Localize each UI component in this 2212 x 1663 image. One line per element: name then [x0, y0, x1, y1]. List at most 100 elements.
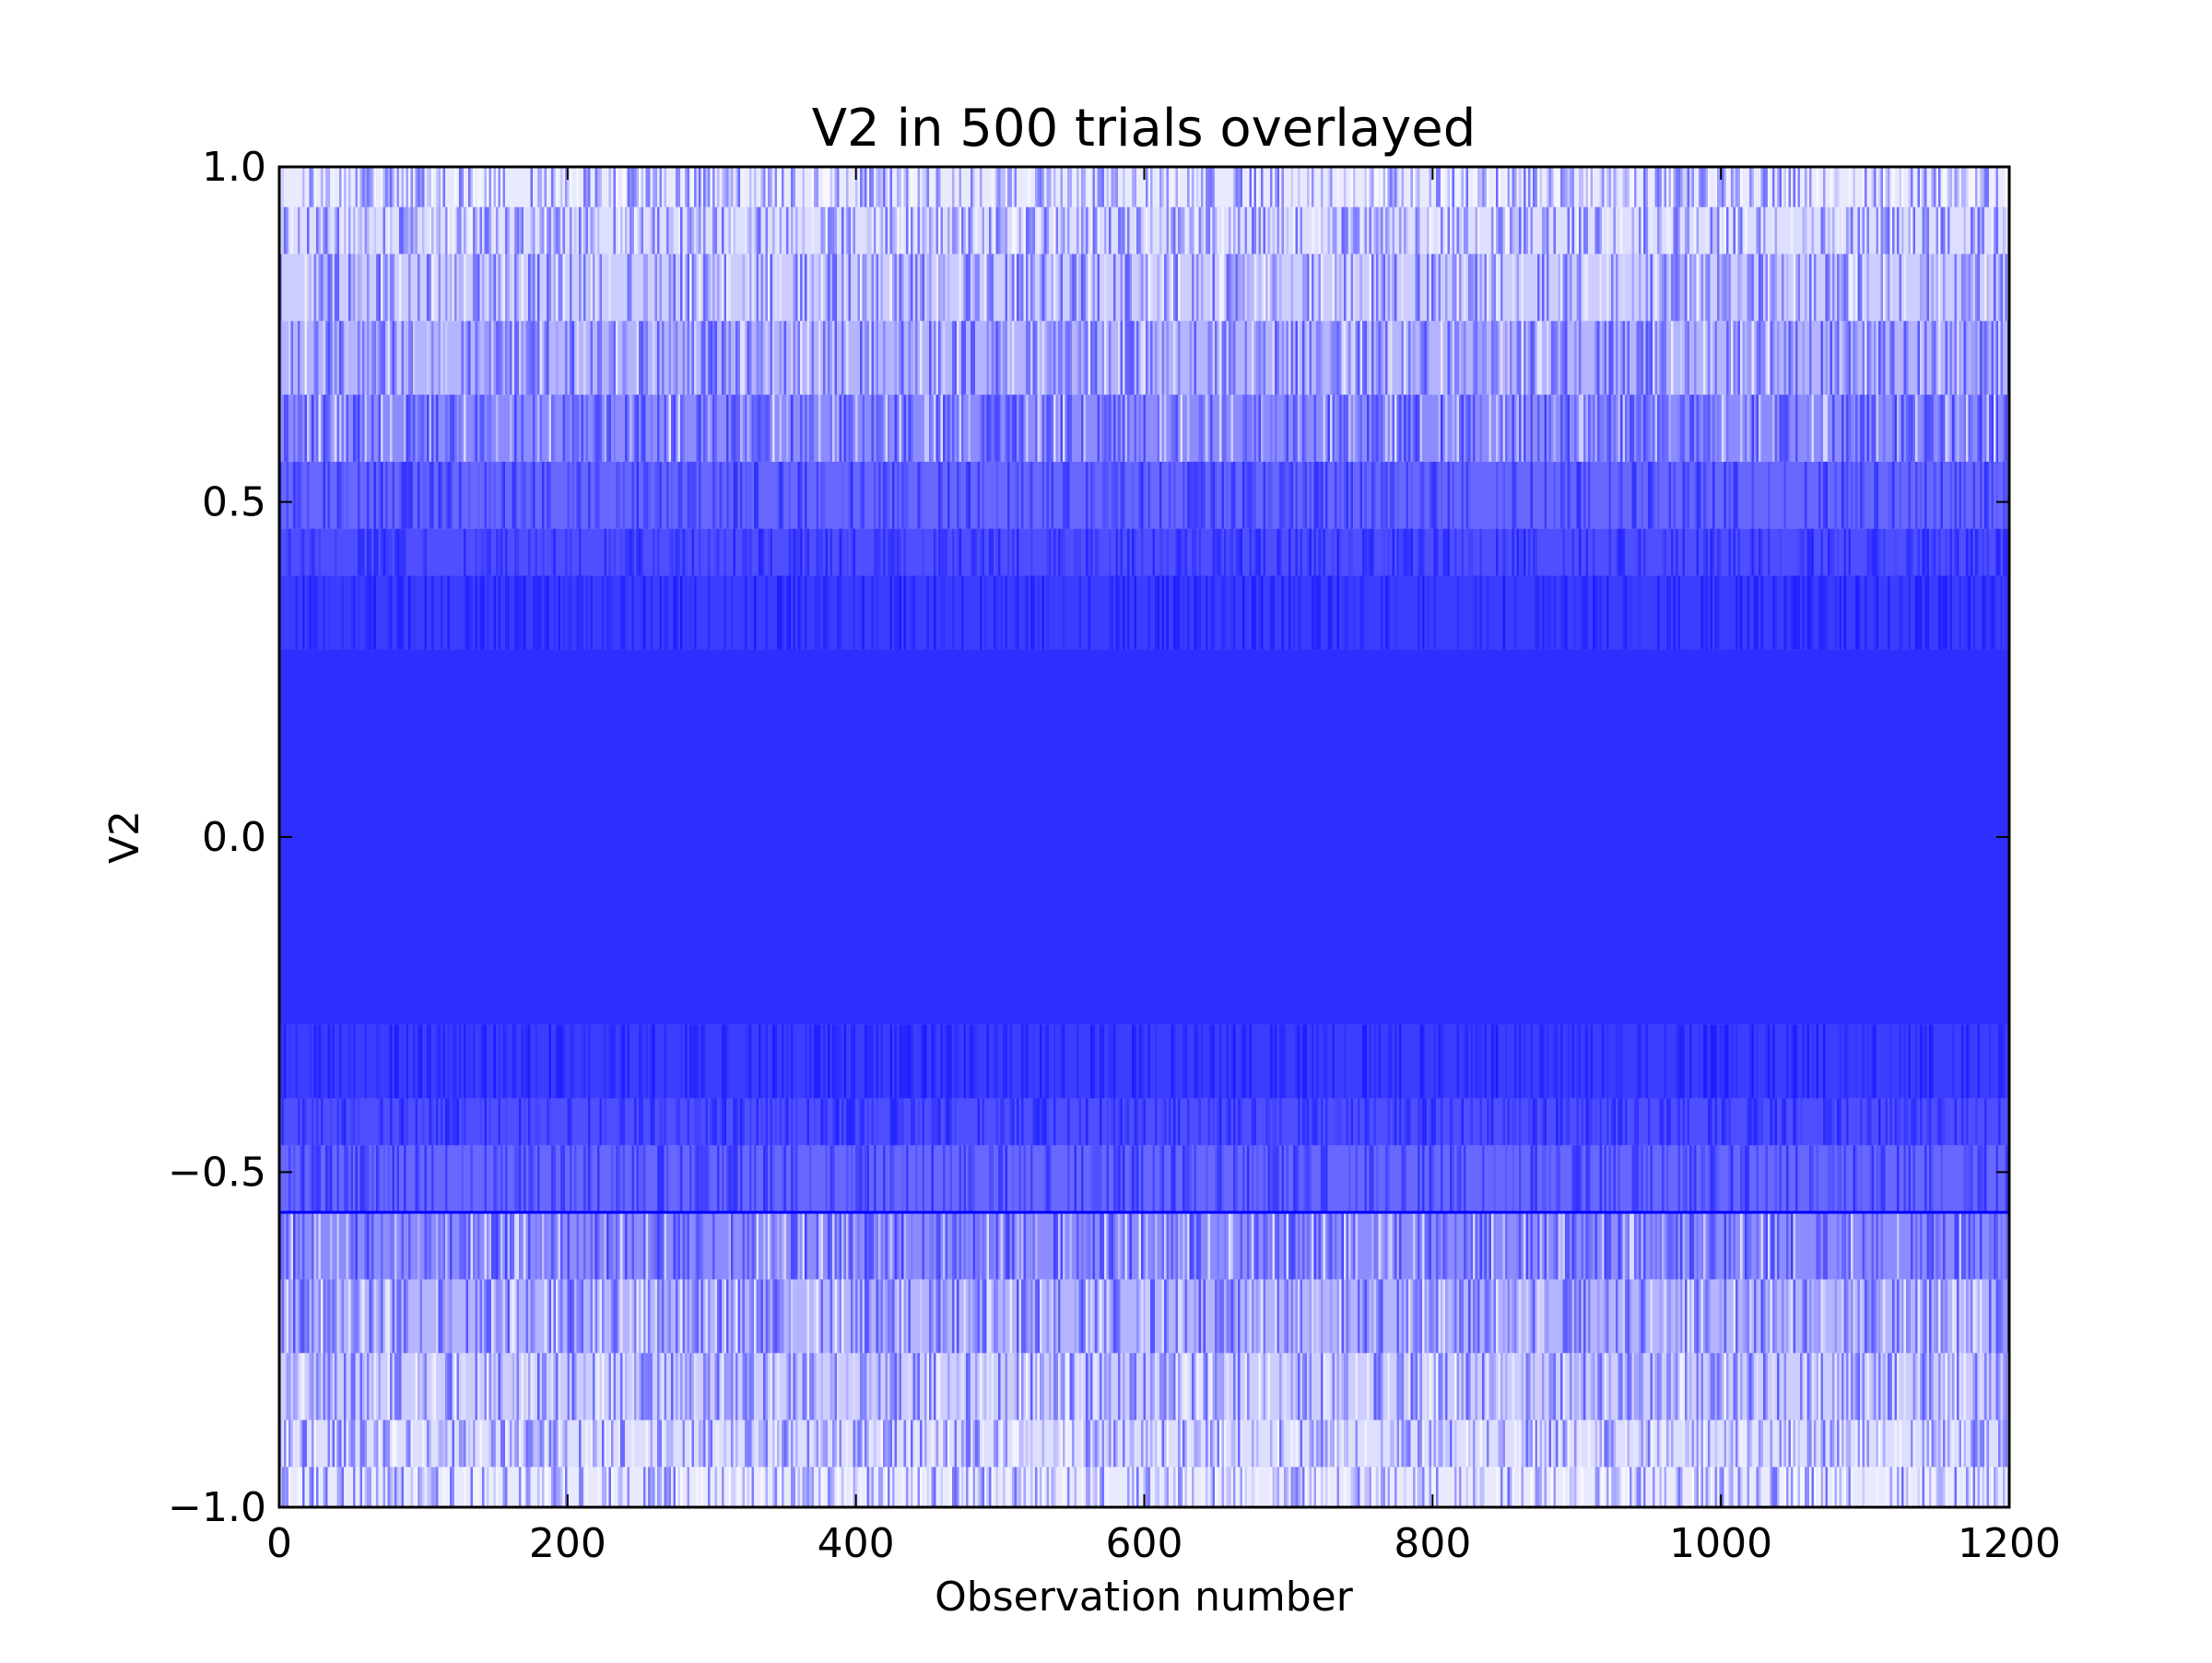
streak	[717, 1145, 720, 1213]
streak	[1699, 167, 1701, 207]
streak	[1961, 1024, 1964, 1099]
gap-streak	[629, 395, 632, 462]
gap-streak	[1000, 1212, 1003, 1280]
streak	[1912, 1145, 1915, 1213]
streak	[793, 1145, 795, 1213]
streak	[1938, 1212, 1941, 1280]
streak	[1051, 254, 1053, 322]
streak	[556, 321, 559, 395]
streak	[724, 321, 726, 395]
streak	[1583, 395, 1586, 462]
streak	[1848, 395, 1851, 462]
streak	[1643, 395, 1646, 462]
streak	[860, 1098, 863, 1146]
streak	[788, 528, 791, 576]
streak	[1431, 1279, 1434, 1353]
streak	[1427, 254, 1430, 322]
streak	[749, 206, 752, 254]
streak	[1247, 1212, 1250, 1280]
streak	[1182, 528, 1185, 576]
streak	[1931, 321, 1934, 395]
streak	[505, 1098, 508, 1146]
gap-streak	[866, 167, 869, 207]
streak	[1542, 1024, 1545, 1099]
gap-streak	[1876, 321, 1878, 395]
streak	[1627, 167, 1630, 207]
streak	[676, 1279, 678, 1353]
streak	[1994, 206, 1996, 254]
streak	[500, 1145, 503, 1213]
streak	[768, 167, 771, 207]
streak	[1152, 528, 1155, 576]
gap-streak	[1429, 206, 1431, 254]
gap-streak	[846, 321, 849, 395]
streak	[1277, 321, 1279, 395]
streak	[945, 1212, 947, 1280]
streak	[325, 206, 328, 254]
streak	[286, 1212, 288, 1280]
streak	[1590, 1098, 1593, 1146]
streak	[537, 254, 540, 322]
gap-streak	[1381, 1212, 1383, 1280]
streak	[1618, 528, 1620, 576]
streak	[862, 395, 865, 462]
streak	[1065, 461, 1067, 529]
gap-streak	[1164, 395, 1167, 462]
gap-streak	[943, 321, 946, 395]
gap-streak	[1413, 167, 1416, 207]
gap-streak	[818, 321, 821, 395]
gap-streak	[714, 1279, 717, 1353]
streak	[1966, 1098, 1969, 1146]
streak	[2000, 1024, 2003, 1099]
gap-streak	[722, 254, 724, 322]
streak	[834, 321, 837, 395]
streak	[959, 1145, 961, 1213]
streak	[307, 1279, 310, 1353]
streak	[594, 395, 597, 462]
streak	[1166, 575, 1169, 650]
streak	[1751, 254, 1754, 322]
streak	[519, 1212, 522, 1280]
streak	[1046, 206, 1049, 254]
streak	[1479, 254, 1482, 322]
streak	[1178, 321, 1181, 395]
streak	[694, 1279, 697, 1353]
streak	[1814, 254, 1817, 322]
streak	[657, 206, 660, 254]
gap-streak	[1252, 1212, 1254, 1280]
streak	[445, 1352, 448, 1421]
streak	[889, 1098, 892, 1146]
streak	[1618, 1098, 1620, 1146]
streak	[406, 395, 408, 462]
streak	[664, 395, 666, 462]
streak	[1825, 1098, 1828, 1146]
streak	[487, 206, 489, 254]
streak	[749, 167, 752, 207]
streak	[710, 1098, 712, 1146]
streak	[1238, 167, 1241, 207]
gap-streak	[1161, 254, 1164, 322]
streak	[512, 1212, 514, 1280]
streak	[516, 206, 519, 254]
gap-streak	[1312, 206, 1314, 254]
streak	[737, 167, 740, 207]
gap-streak	[533, 1352, 535, 1421]
gap-streak	[959, 395, 961, 462]
gap-streak	[1387, 321, 1390, 395]
streak	[359, 1352, 362, 1421]
streak	[1376, 321, 1379, 395]
streak	[673, 575, 676, 650]
gap-streak	[1977, 167, 1980, 207]
gap-streak	[487, 167, 489, 207]
streak	[1772, 167, 1775, 207]
streak	[1369, 167, 1371, 207]
streak	[1570, 254, 1572, 322]
streak	[691, 206, 694, 254]
streak	[542, 461, 545, 529]
streak	[894, 206, 897, 254]
streak	[1510, 206, 1512, 254]
streak	[1364, 167, 1367, 207]
streak	[1350, 206, 1353, 254]
streak	[1496, 206, 1499, 254]
streak	[682, 395, 685, 462]
